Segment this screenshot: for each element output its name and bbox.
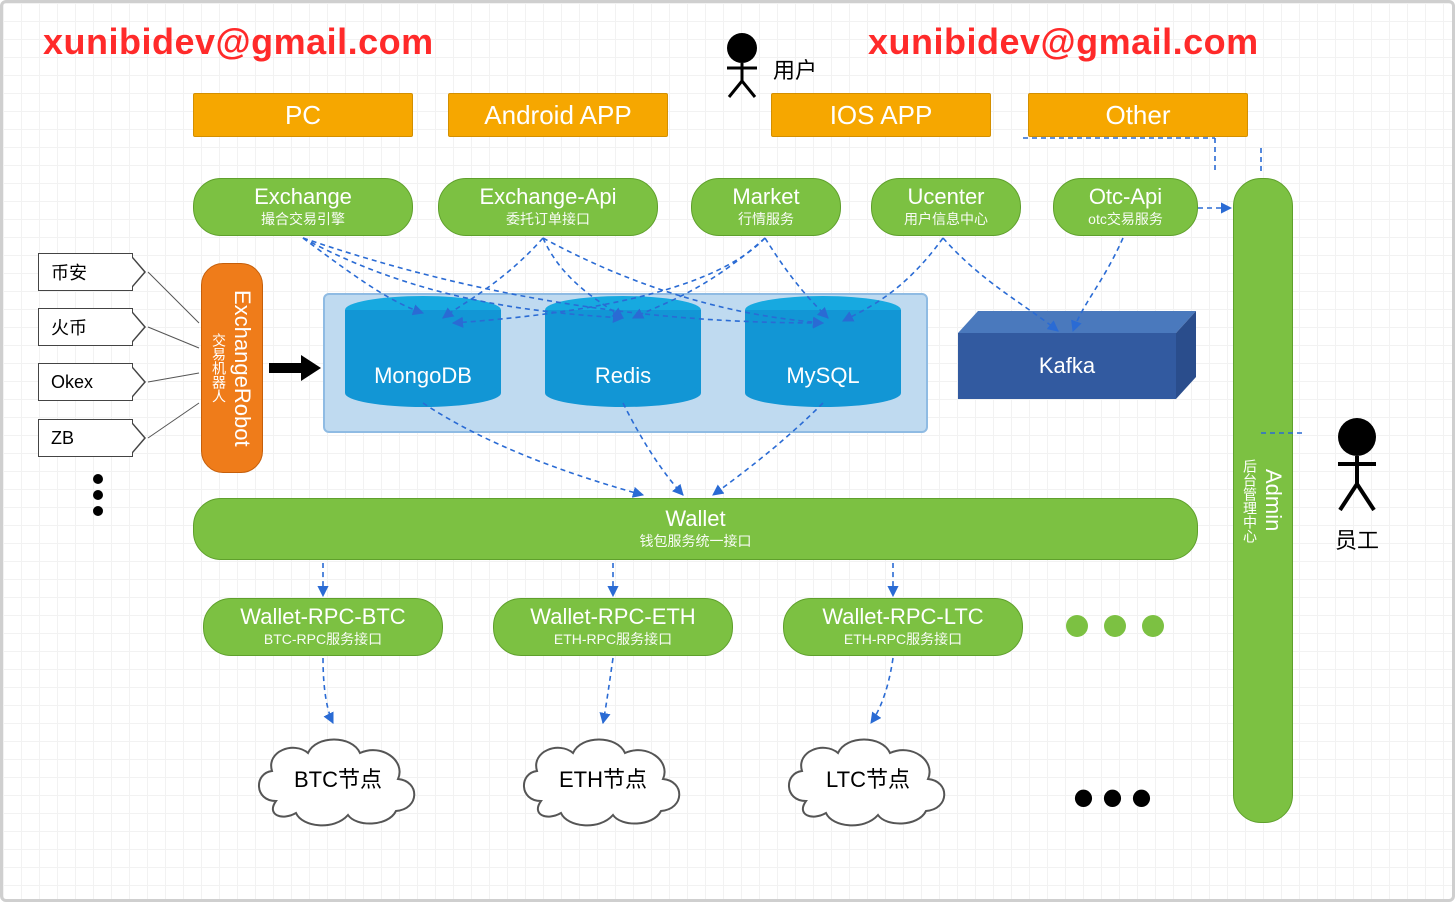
banner-ios-app: IOS APP xyxy=(771,93,991,137)
wallet-service: Wallet 钱包服务统一接口 xyxy=(193,498,1198,560)
db-mongodb: MongoDB xyxy=(343,308,503,403)
banner-other: Other xyxy=(1028,93,1248,137)
robot-sub: 交易机器人 xyxy=(209,333,229,403)
wallet-title: Wallet xyxy=(665,507,725,531)
node-cloud-BTC节点: BTC节点 xyxy=(248,723,428,833)
admin-title: Admin xyxy=(1260,469,1286,531)
node-cloud-LTC节点: LTC节点 xyxy=(778,723,958,833)
robot-title: ExchangeRobot xyxy=(229,290,255,447)
exchange-robot: ExchangeRobot 交易机器人 xyxy=(201,263,263,473)
watermark-right: xunibidev@gmail.com xyxy=(868,21,1259,63)
user-icon xyxy=(727,33,757,98)
kafka-node: Kafka xyxy=(958,333,1173,393)
admin-panel: Admin 后台管理中心 xyxy=(1233,178,1293,823)
service-ucenter: Ucenter用户信息中心 xyxy=(871,178,1021,236)
service-otc-api: Otc-Apiotc交易服务 xyxy=(1053,178,1198,236)
exchange-tag-Okex: Okex xyxy=(38,363,133,401)
user-label: 用户 xyxy=(773,53,817,85)
wallet-rpc-eth: Wallet-RPC-ETHETH-RPC服务接口 xyxy=(493,598,733,656)
exchange-tag-ZB: ZB xyxy=(38,419,133,457)
more-nodes-dots: ••• xyxy=(1073,763,1160,832)
banner-pc: PC xyxy=(193,93,413,137)
more-sources-dots xyxy=(93,471,103,519)
wallet-rpc-ltc: Wallet-RPC-LTCETH-RPC服务接口 xyxy=(783,598,1023,656)
node-cloud-ETH节点: ETH节点 xyxy=(513,723,693,833)
exchange-tag-火币: 火币 xyxy=(38,308,133,346)
staff-icon xyxy=(1338,418,1376,511)
service-exchange-api: Exchange-Api委托订单接口 xyxy=(438,178,658,236)
kafka-label: Kafka xyxy=(958,333,1176,399)
admin-sub: 后台管理中心 xyxy=(1240,459,1260,543)
diagram-stage: xunibidev@gmail.com xunibidev@gmail.com … xyxy=(0,0,1455,902)
banner-android-app: Android APP xyxy=(448,93,668,137)
db-mysql: MySQL xyxy=(743,308,903,403)
wallet-rpc-btc: Wallet-RPC-BTCBTC-RPC服务接口 xyxy=(203,598,443,656)
db-redis: Redis xyxy=(543,308,703,403)
wallet-sub: 钱包服务统一接口 xyxy=(640,531,752,551)
watermark-left: xunibidev@gmail.com xyxy=(43,21,434,63)
service-exchange: Exchange撮合交易引擎 xyxy=(193,178,413,236)
staff-label: 员工 xyxy=(1335,523,1379,555)
more-rpc-dots xyxy=(1058,615,1172,642)
arrow-icon xyxy=(267,353,321,388)
service-market: Market行情服务 xyxy=(691,178,841,236)
exchange-tag-币安: 币安 xyxy=(38,253,133,291)
